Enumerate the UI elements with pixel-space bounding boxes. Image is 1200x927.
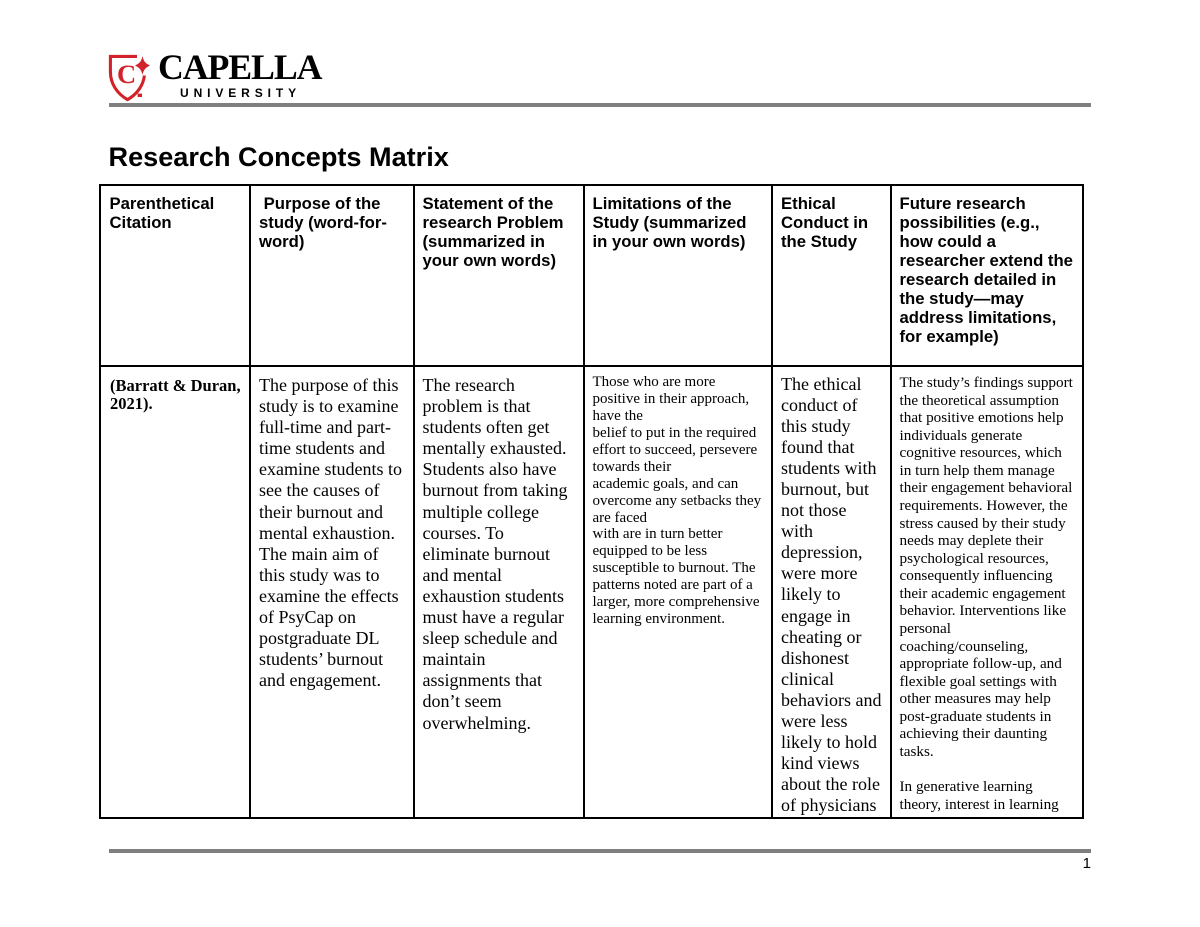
svg-text:C: C xyxy=(117,59,136,89)
